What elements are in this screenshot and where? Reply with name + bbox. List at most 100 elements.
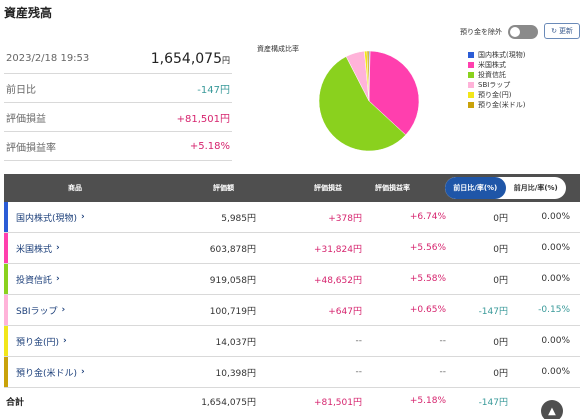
total-pl: +81,501円 [313, 397, 362, 408]
exclude-deposit-toggle[interactable] [508, 25, 538, 39]
valuation: 919,058円 [209, 275, 256, 286]
row-color-bar [4, 233, 8, 263]
valuation: 14,037円 [215, 337, 257, 348]
refresh-icon: ↻ [551, 27, 557, 35]
legend-swatch [468, 62, 474, 68]
chevron-right-icon: › [56, 274, 60, 284]
comparison-tabs: 前日比/率(%) 前月比/率(%) [445, 177, 566, 199]
chevron-up-icon: ▲ [548, 405, 556, 417]
table-row: 国内株式(現物) › 5,985円 +378円 +6.74% 0円 0.00% [4, 202, 580, 233]
diff-rate: 0.00% [541, 367, 570, 377]
legend-item: 預り金(円) [468, 90, 525, 100]
total-diff: -147円 [478, 397, 508, 408]
legend-swatch [468, 92, 474, 98]
summary-row: 評価損益 +81,501円 [4, 103, 232, 132]
legend-item: 米国株式 [468, 60, 525, 70]
header-pl-rate: 評価損益率 [375, 184, 410, 192]
table-row: 米国株式 › 603,878円 +31,824円 +5.56% 0円 0.00% [4, 233, 580, 264]
pl-rate: +5.56% [409, 243, 446, 253]
pie-slice [368, 50, 420, 136]
diff-rate: 0.00% [541, 274, 570, 284]
diff: 0円 [493, 337, 508, 348]
pl-rate: +0.65% [409, 305, 446, 315]
legend-label: SBIラップ [478, 81, 511, 89]
total-value: 1,654,075円 [150, 50, 230, 67]
legend-label: 預り金(米ドル) [478, 101, 526, 109]
valuation: 10,398円 [215, 368, 257, 379]
summary-label: 評価損益率 [6, 142, 56, 154]
pie-legend: 国内株式(現物) 米国株式投資信託 SBIラップ 預り金(円) 預り金(米ドル) [468, 50, 525, 110]
pl: +31,824円 [313, 244, 362, 255]
legend-swatch [468, 72, 474, 78]
diff: 0円 [493, 368, 508, 379]
product-link[interactable]: 米国株式 › [16, 243, 60, 255]
product-link[interactable]: SBIラップ › [16, 305, 66, 317]
tab-monthly[interactable]: 前月比/率(%) [513, 184, 558, 192]
asset-pie-chart [318, 50, 420, 152]
table-row: SBIラップ › 100,719円 +647円 +0.65% -147円 -0.1… [4, 295, 580, 326]
datetime: 2023/2/18 19:53 [6, 53, 90, 64]
pl-rate: -- [439, 367, 447, 377]
summary-row: 前日比 -147円 [4, 74, 232, 103]
chevron-right-icon: › [81, 212, 85, 222]
header-product: 商品 [68, 184, 82, 192]
total-label: 合計 [6, 397, 25, 408]
page-title: 資産残高 [4, 6, 53, 20]
row-color-bar [4, 326, 8, 356]
row-color-bar [4, 264, 8, 294]
summary-value: +81,501円 [176, 113, 230, 125]
total-row: 合計 1,654,075円 +81,501円 +5.18% -147円 [4, 388, 580, 414]
header-valuation: 評価額 [213, 184, 234, 192]
product-link[interactable]: 預り金(米ドル) › [16, 367, 85, 379]
pie-slice [366, 50, 370, 102]
table-row: 預り金(円) › 14,037円 -- -- 0円 0.00% [4, 326, 580, 357]
valuation: 603,878円 [209, 244, 256, 255]
scroll-top-button[interactable]: ▲ [541, 400, 563, 419]
pl: +647円 [328, 306, 362, 317]
summary-row: 評価損益率 +5.18% [4, 132, 232, 161]
total-valuation: 1,654,075円 [201, 397, 256, 408]
pl: +378円 [328, 213, 362, 224]
legend-item: 国内株式(現物) [468, 50, 525, 60]
diff-rate: 0.00% [541, 243, 570, 253]
summary-label: 評価損益 [6, 113, 46, 125]
product-link[interactable]: 国内株式(現物) › [16, 212, 85, 224]
row-color-bar [4, 357, 8, 387]
diff-rate: 0.00% [541, 212, 570, 222]
pl-rate: +5.58% [409, 274, 446, 284]
summary-panel: 2023/2/18 19:53 1,654,075円 前日比 -147円 評価損益… [4, 44, 232, 161]
chevron-right-icon: › [81, 367, 85, 377]
chevron-right-icon: › [61, 305, 66, 315]
pl: +48,652円 [313, 275, 362, 286]
legend-label: 投資信託 [478, 71, 506, 79]
table-row: 投資信託 › 919,058円 +48,652円 +5.58% 0円 0.00% [4, 264, 580, 295]
legend-item: SBIラップ [468, 80, 525, 90]
table-header: 商品 評価額 評価損益 評価損益率 前日比/率(%) 前月比/率(%) [4, 174, 580, 202]
pie-slice [318, 56, 407, 152]
valuation: 100,719円 [209, 306, 256, 317]
pie-title: 資産構成比率 [257, 45, 299, 53]
diff: 0円 [493, 275, 508, 286]
header-pl: 評価損益 [314, 184, 342, 192]
product-link[interactable]: 預り金(円) › [16, 336, 67, 348]
legend-item: 預り金(米ドル) [468, 100, 525, 110]
valuation: 5,985円 [221, 213, 256, 224]
product-link[interactable]: 投資信託 › [16, 274, 60, 286]
pl-rate: -- [439, 336, 447, 346]
tab-daily[interactable]: 前日比/率(%) [445, 177, 506, 199]
exclude-deposit-toggle-group: 預り金を除外 [460, 25, 538, 39]
diff: 0円 [493, 244, 508, 255]
row-color-bar [4, 202, 8, 232]
summary-total-row: 2023/2/18 19:53 1,654,075円 [4, 44, 232, 74]
diff-rate: 0.00% [541, 336, 570, 346]
table-row: 預り金(米ドル) › 10,398円 -- -- 0円 0.00% [4, 357, 580, 388]
total-pl-rate: +5.18% [409, 396, 446, 406]
diff: 0円 [493, 213, 508, 224]
legend-label: 国内株式(現物) [478, 51, 526, 59]
refresh-button[interactable]: ↻ 更新 [544, 23, 580, 39]
legend-label: 米国株式 [478, 61, 506, 69]
diff-rate: -0.15% [538, 305, 570, 315]
summary-value: -147円 [197, 84, 230, 96]
summary-value: +5.18% [189, 140, 230, 152]
pl-rate: +6.74% [409, 212, 446, 222]
